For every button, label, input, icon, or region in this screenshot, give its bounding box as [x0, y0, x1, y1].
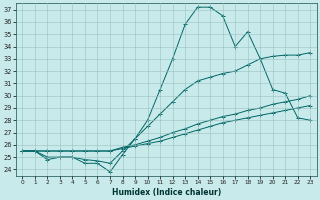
X-axis label: Humidex (Indice chaleur): Humidex (Indice chaleur)	[112, 188, 221, 197]
